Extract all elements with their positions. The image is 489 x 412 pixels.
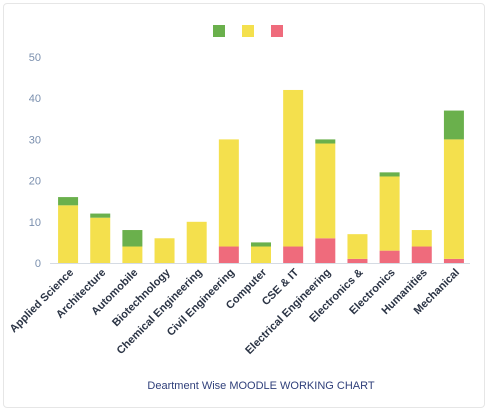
bar-segment[interactable] [58, 197, 79, 206]
legend-swatch[interactable] [213, 25, 225, 37]
bar-segment[interactable] [218, 246, 239, 263]
bar-segment[interactable] [90, 213, 111, 218]
bar-segment[interactable] [443, 258, 464, 263]
bar-segment[interactable] [379, 172, 400, 177]
y-tick-label: 30 [29, 134, 41, 146]
legend-swatch[interactable] [271, 25, 283, 37]
bar-segment[interactable] [315, 139, 336, 144]
bar-segment[interactable] [315, 143, 336, 239]
bar-segment[interactable] [315, 238, 336, 263]
bar-segment[interactable] [347, 234, 368, 259]
bar-segment[interactable] [411, 230, 432, 247]
bar-segment[interactable] [411, 246, 432, 263]
y-tick-label: 50 [29, 52, 41, 64]
x-axis: Applied ScienceArchitectureAutomobileBio… [8, 266, 462, 357]
bar-segment[interactable] [283, 89, 304, 247]
bar-segment[interactable] [443, 110, 464, 140]
legend-swatch[interactable] [242, 25, 254, 37]
bar-segment[interactable] [90, 217, 111, 263]
bar-segment[interactable] [122, 246, 143, 263]
y-tick-label: 40 [29, 93, 41, 105]
chart-card [3, 3, 485, 408]
y-tick-label: 10 [29, 217, 41, 229]
bar-segment[interactable] [347, 258, 368, 263]
bar-segment[interactable] [186, 221, 207, 263]
bar-segment[interactable] [122, 230, 143, 247]
y-tick-label: 20 [29, 176, 41, 188]
bar-segment[interactable] [154, 238, 175, 263]
bar-segment[interactable] [379, 176, 400, 251]
bar-segment[interactable] [443, 139, 464, 259]
legend [213, 25, 283, 37]
bar-segment[interactable] [218, 139, 239, 247]
bar-segment[interactable] [283, 246, 304, 263]
y-tick-label: 0 [35, 258, 41, 270]
bars [58, 89, 464, 263]
y-axis: 0 10 20 30 40 50 [29, 52, 470, 270]
bar-segment[interactable] [379, 250, 400, 263]
bar-segment[interactable] [251, 242, 271, 247]
x-category-label: Biotechnology [110, 266, 173, 329]
bar-segment[interactable] [58, 205, 79, 263]
bar-segment[interactable] [251, 246, 271, 263]
chart-title: Deartment Wise MOODLE WORKING CHART [147, 380, 374, 392]
